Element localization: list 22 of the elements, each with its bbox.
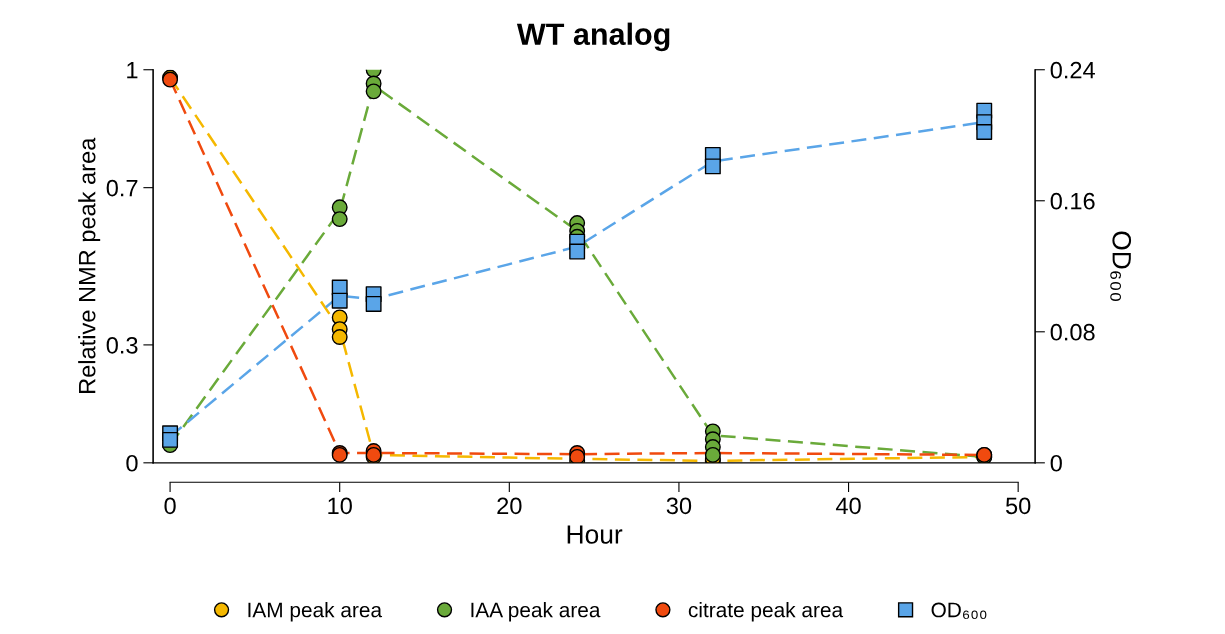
y-tick-label: 0.7	[106, 179, 138, 197]
y-tick-label: 0.3	[106, 336, 138, 354]
legend-label: IAA peak area	[471, 602, 601, 622]
legend-label: IAM peak area	[248, 602, 383, 622]
x-axis-title: Hour	[567, 525, 623, 544]
x-tick-label: 40	[835, 497, 861, 515]
x-tick-label: 50	[1005, 497, 1031, 515]
y2-axis-title: OD₆₀₀	[1110, 231, 1132, 301]
legend-label: OD₆₀₀	[931, 602, 987, 620]
x-tick-label: 10	[328, 497, 352, 515]
chart-title: WT analog	[516, 22, 670, 52]
x-tick-label: 0	[164, 497, 176, 515]
y2-tick-label: 0.24	[1050, 61, 1095, 79]
y2-tick-label: 0.08	[1050, 323, 1095, 341]
legend-label: citrate peak area	[688, 602, 844, 622]
y-axis-title: Relative NMR peak area	[78, 137, 101, 393]
x-tick-label: 30	[666, 497, 692, 515]
x-tick-label: 20	[497, 497, 522, 515]
y-tick-label: 1	[127, 62, 138, 79]
y2-tick-label: 0	[1050, 454, 1062, 472]
y-tick-label: 0	[126, 454, 138, 472]
y2-tick-label: 0.16	[1050, 192, 1095, 210]
